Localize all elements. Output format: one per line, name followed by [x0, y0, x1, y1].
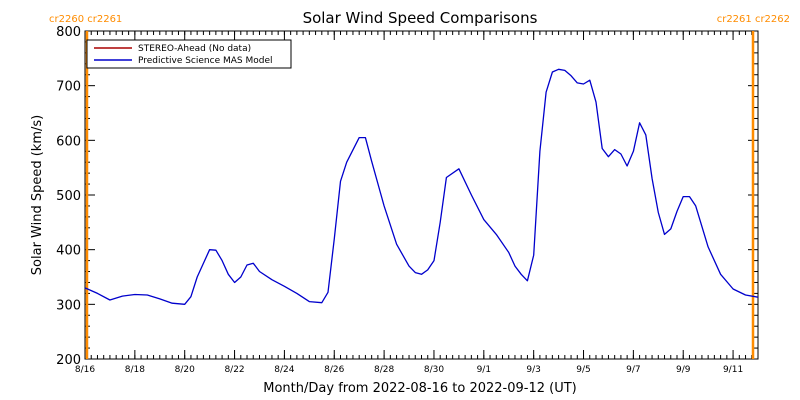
x-tick-label: 9/3	[526, 365, 540, 375]
x-tick-label: 8/28	[374, 365, 394, 375]
carrington-boundaries	[85, 31, 755, 359]
chart-title: Solar Wind Speed Comparisons	[303, 9, 538, 27]
x-tick-label: 8/30	[424, 365, 444, 375]
y-tick-label: 600	[56, 134, 81, 149]
x-tick-label: 8/24	[274, 365, 294, 375]
y-tick-label: 700	[56, 80, 81, 95]
legend: STEREO-Ahead (No data) Predictive Scienc…	[86, 39, 292, 69]
carrington-label-right: cr2261 cr2262	[717, 14, 790, 25]
x-tick-label: 9/5	[576, 365, 590, 375]
y-tick-label: 400	[56, 244, 81, 259]
x-tick-label: 8/16	[75, 365, 95, 375]
x-tick-label: 9/1	[477, 365, 491, 375]
y-tick-label: 500	[56, 189, 81, 204]
x-tick-label: 9/11	[723, 365, 743, 375]
y-axis: 200 300 400 500 600 700 800	[56, 25, 758, 368]
x-axis-title: Month/Day from 2022-08-16 to 2022-09-12 …	[263, 381, 576, 396]
x-tick-label: 8/18	[125, 365, 145, 375]
y-tick-label: 800	[56, 25, 81, 40]
series-layer	[84, 68, 759, 305]
x-tick-label: 9/9	[676, 365, 691, 375]
legend-label-stereo: STEREO-Ahead (No data)	[138, 44, 251, 54]
x-tick-label: 9/7	[626, 365, 640, 375]
y-axis-title: Solar Wind Speed (km/s)	[30, 115, 45, 275]
y-tick-label: 200	[56, 353, 81, 368]
x-axis: 8/16 8/18 8/20 8/22 8/24 8/26 8/28 8/30 9/1 9/3 9/…	[75, 31, 759, 375]
legend-box	[86, 39, 292, 69]
x-tick-label: 8/22	[224, 365, 244, 375]
x-tick-label: 8/20	[175, 365, 195, 375]
y-tick-label: 300	[56, 298, 81, 313]
plot-frame	[84, 30, 759, 360]
legend-label-mas-model: Predictive Science MAS Model	[138, 56, 273, 66]
carrington-label-left: cr2260 cr2261	[49, 14, 122, 25]
series-line-mas-model	[84, 68, 759, 305]
x-tick-label: 8/26	[324, 365, 344, 375]
